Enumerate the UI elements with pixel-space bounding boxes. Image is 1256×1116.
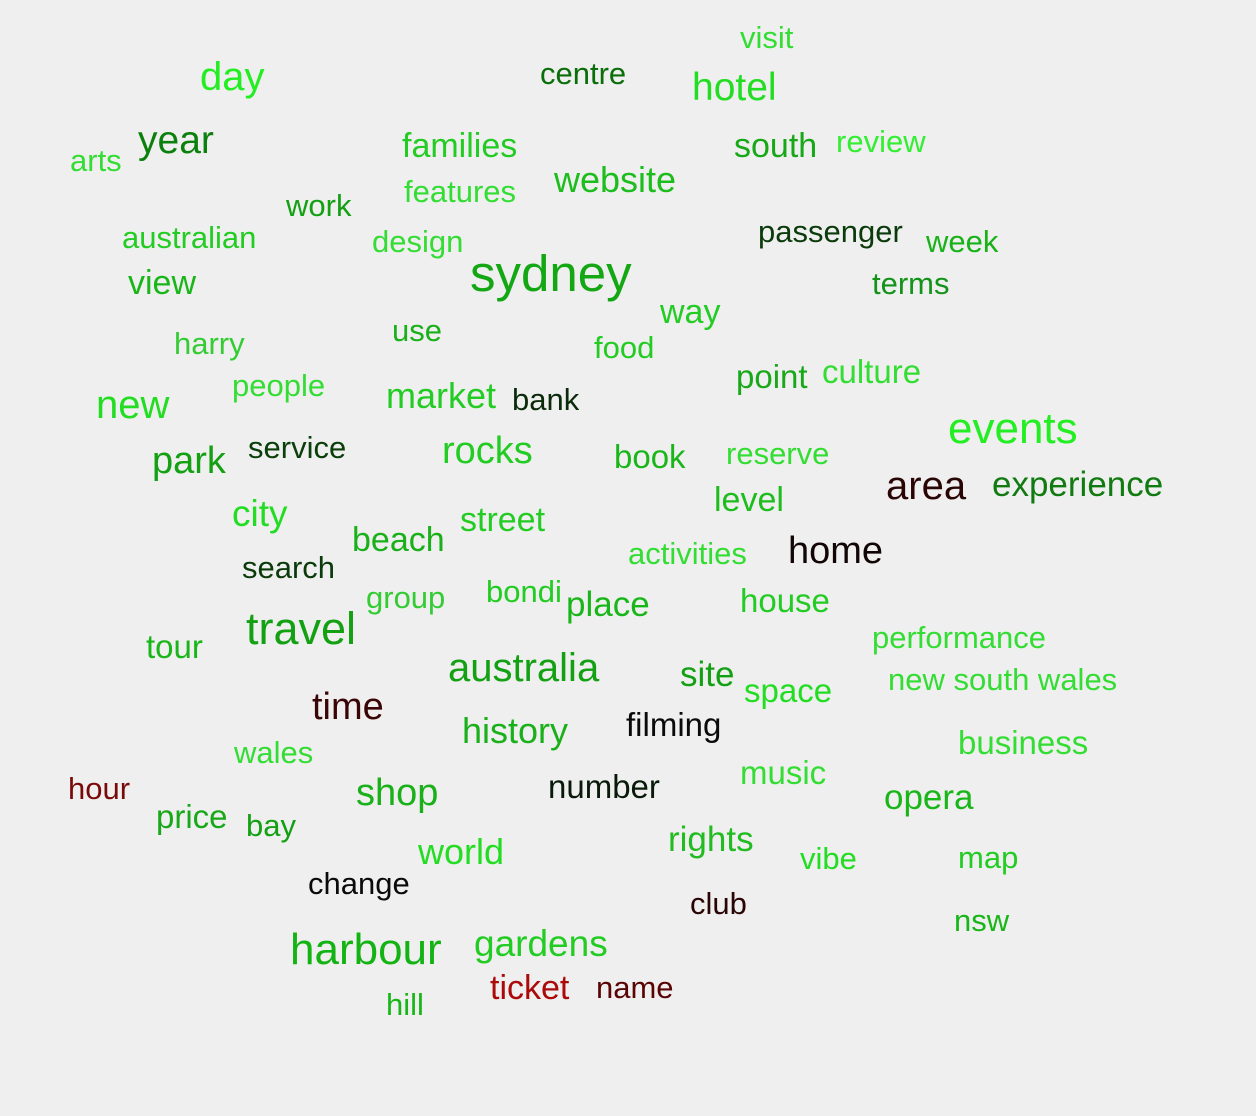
- word-book: book: [614, 438, 686, 475]
- word-view: view: [128, 264, 197, 302]
- word-filming: filming: [626, 706, 722, 743]
- word-australia: australia: [448, 646, 600, 690]
- word-gardens: gardens: [474, 923, 608, 964]
- word-street: street: [460, 501, 546, 539]
- word-world: world: [418, 831, 505, 872]
- word-site: site: [680, 655, 735, 694]
- word-place: place: [566, 585, 650, 624]
- word-beach: beach: [352, 521, 445, 559]
- word-bay: bay: [246, 808, 296, 843]
- word-harry: harry: [174, 326, 245, 361]
- word-club: club: [690, 886, 747, 921]
- word-home: home: [788, 530, 884, 572]
- word-culture: culture: [822, 353, 922, 390]
- word-use: use: [392, 313, 442, 348]
- word-nsw: nsw: [954, 903, 1010, 938]
- word-space: space: [744, 672, 833, 709]
- word-south: south: [734, 127, 818, 165]
- word-price: price: [156, 798, 228, 835]
- word-hotel: hotel: [692, 66, 777, 109]
- word-hill: hill: [386, 987, 424, 1022]
- word-opera: opera: [884, 778, 974, 817]
- word-time: time: [312, 686, 384, 728]
- word-search: search: [242, 550, 336, 585]
- word-park: park: [152, 440, 226, 482]
- word-point: point: [736, 358, 808, 395]
- word-new: new: [96, 383, 170, 427]
- word-way: way: [660, 293, 721, 331]
- word-bondi: bondi: [486, 574, 562, 609]
- word-work: work: [286, 188, 352, 223]
- word-events: events: [948, 404, 1078, 453]
- word-rights: rights: [668, 820, 754, 859]
- word-area: area: [886, 464, 967, 508]
- word-name: name: [596, 970, 674, 1005]
- word-house: house: [740, 582, 830, 619]
- word-bank: bank: [512, 382, 580, 417]
- word-arts: arts: [70, 143, 122, 178]
- word-market: market: [386, 375, 497, 416]
- word-day: day: [200, 55, 265, 99]
- word-city: city: [232, 493, 288, 534]
- word-hour: hour: [68, 771, 131, 806]
- word-reserve: reserve: [726, 436, 830, 471]
- word-number: number: [548, 768, 660, 805]
- word-wales: wales: [234, 735, 314, 770]
- word-centre: centre: [540, 56, 627, 91]
- word-food: food: [594, 330, 655, 365]
- word-visit: visit: [740, 20, 794, 55]
- word-new-south-wales: new south wales: [888, 662, 1118, 697]
- word-history: history: [462, 710, 569, 751]
- word-experience: experience: [992, 465, 1164, 504]
- word-business: business: [958, 724, 1089, 761]
- word-map: map: [958, 840, 1019, 875]
- word-music: music: [740, 754, 827, 791]
- word-features: features: [404, 174, 517, 209]
- word-shop: shop: [356, 772, 439, 814]
- word-tour: tour: [146, 628, 203, 665]
- word-ticket: ticket: [490, 969, 570, 1007]
- word-week: week: [926, 224, 999, 259]
- word-year: year: [138, 119, 214, 162]
- word-sydney: sydney: [470, 245, 632, 302]
- word-design: design: [372, 224, 464, 259]
- word-travel: travel: [246, 603, 357, 654]
- word-change: change: [308, 866, 410, 901]
- word-service: service: [248, 430, 347, 465]
- word-level: level: [714, 481, 784, 519]
- word-review: review: [836, 124, 926, 159]
- word-activities: activities: [628, 536, 747, 571]
- word-passenger: passenger: [758, 214, 903, 249]
- word-rocks: rocks: [442, 430, 533, 472]
- word-harbour: harbour: [290, 925, 442, 974]
- word-australian: australian: [122, 220, 257, 255]
- word-terms: terms: [872, 266, 950, 301]
- word-people: people: [232, 368, 326, 403]
- word-website: website: [554, 159, 677, 200]
- word-performance: performance: [872, 620, 1047, 655]
- word-families: families: [402, 127, 518, 165]
- word-group: group: [366, 580, 446, 615]
- word-vibe: vibe: [800, 841, 857, 876]
